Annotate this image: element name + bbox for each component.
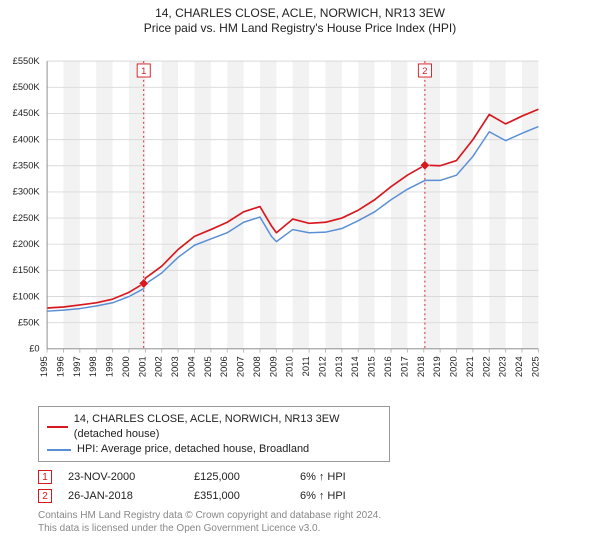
- transaction-price: £125,000: [194, 471, 284, 483]
- svg-text:2018: 2018: [416, 356, 426, 377]
- svg-text:2014: 2014: [350, 356, 360, 377]
- transaction-list: 1 23-NOV-2000 £125,000 6%↑HPI 2 26-JAN-2018 £3…: [38, 470, 586, 503]
- transaction-marker: 2: [38, 489, 52, 503]
- transaction-row: 1 23-NOV-2000 £125,000 6%↑HPI: [38, 470, 586, 484]
- svg-text:£150K: £150K: [13, 265, 41, 275]
- svg-text:2012: 2012: [317, 356, 327, 377]
- svg-text:£350K: £350K: [13, 161, 41, 171]
- svg-text:£500K: £500K: [13, 82, 41, 92]
- legend-label: HPI: Average price, detached house, Broa…: [77, 442, 309, 457]
- svg-text:2002: 2002: [154, 356, 164, 377]
- svg-text:1: 1: [141, 66, 146, 76]
- title-address: 14, CHARLES CLOSE, ACLE, NORWICH, NR13 3…: [0, 6, 600, 20]
- transaction-price: £351,000: [194, 490, 284, 502]
- transaction-pct: 6%↑HPI: [300, 471, 346, 483]
- svg-text:2025: 2025: [530, 356, 540, 377]
- attribution: Contains HM Land Registry data © Crown c…: [38, 509, 586, 535]
- svg-text:2019: 2019: [432, 356, 442, 377]
- price-chart: £0£50K£100K£150K£200K£250K£300K£350K£400…: [44, 44, 582, 394]
- svg-text:1996: 1996: [55, 356, 65, 377]
- svg-text:£100K: £100K: [13, 291, 41, 301]
- svg-text:2001: 2001: [137, 356, 147, 377]
- svg-text:1998: 1998: [88, 356, 98, 377]
- attribution-line: Contains HM Land Registry data © Crown c…: [38, 509, 586, 522]
- svg-text:2000: 2000: [121, 356, 131, 377]
- attribution-line: This data is licensed under the Open Gov…: [38, 522, 586, 535]
- transaction-date: 23-NOV-2000: [68, 471, 178, 483]
- svg-text:2: 2: [422, 66, 427, 76]
- legend: 14, CHARLES CLOSE, ACLE, NORWICH, NR13 3…: [38, 406, 390, 462]
- svg-text:2021: 2021: [465, 356, 475, 377]
- svg-text:2008: 2008: [252, 356, 262, 377]
- svg-text:2022: 2022: [481, 356, 491, 377]
- svg-text:£450K: £450K: [13, 108, 41, 118]
- svg-text:1999: 1999: [105, 356, 115, 377]
- transaction-marker: 1: [38, 470, 52, 484]
- svg-text:2009: 2009: [268, 356, 278, 377]
- legend-item: 14, CHARLES CLOSE, ACLE, NORWICH, NR13 3…: [47, 412, 381, 442]
- svg-text:£250K: £250K: [13, 213, 41, 223]
- svg-text:2004: 2004: [186, 356, 196, 377]
- svg-text:2010: 2010: [285, 356, 295, 377]
- svg-text:2023: 2023: [498, 356, 508, 377]
- svg-text:2017: 2017: [399, 356, 409, 377]
- title-subtitle: Price paid vs. HM Land Registry's House …: [0, 21, 600, 35]
- svg-text:2005: 2005: [203, 356, 213, 377]
- transaction-date: 26-JAN-2018: [68, 490, 178, 502]
- svg-text:2007: 2007: [236, 356, 246, 377]
- legend-swatch: [47, 426, 68, 428]
- svg-text:2020: 2020: [449, 356, 459, 377]
- svg-text:2011: 2011: [301, 356, 311, 376]
- svg-text:£550K: £550K: [13, 56, 41, 66]
- svg-text:1997: 1997: [72, 356, 82, 377]
- svg-text:1995: 1995: [39, 356, 49, 377]
- svg-text:£400K: £400K: [13, 134, 41, 144]
- svg-text:2016: 2016: [383, 356, 393, 377]
- svg-text:2006: 2006: [219, 356, 229, 377]
- legend-item: HPI: Average price, detached house, Broa…: [47, 442, 381, 457]
- legend-swatch: [47, 449, 71, 451]
- svg-text:2013: 2013: [334, 356, 344, 377]
- transaction-row: 2 26-JAN-2018 £351,000 6%↑HPI: [38, 489, 586, 503]
- svg-text:£200K: £200K: [13, 239, 41, 249]
- svg-text:2003: 2003: [170, 356, 180, 377]
- svg-text:£50K: £50K: [18, 317, 41, 327]
- svg-text:£0: £0: [29, 344, 39, 354]
- svg-text:2015: 2015: [367, 356, 377, 377]
- transaction-pct: 6%↑HPI: [300, 490, 346, 502]
- svg-text:2024: 2024: [514, 356, 524, 377]
- legend-label: 14, CHARLES CLOSE, ACLE, NORWICH, NR13 3…: [74, 412, 381, 442]
- svg-text:£300K: £300K: [13, 187, 41, 197]
